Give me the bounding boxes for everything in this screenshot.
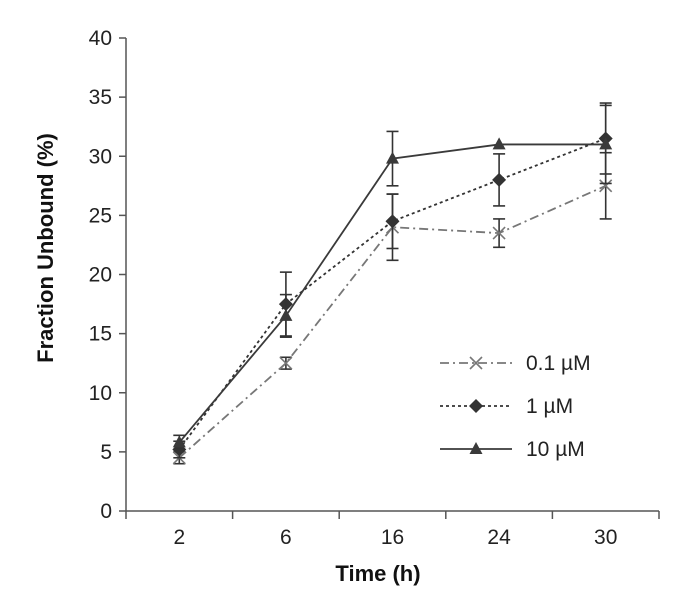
y-tick-label-5: 5	[100, 441, 112, 464]
x-tick-label-2: 2	[173, 526, 185, 549]
legend-marker-0	[469, 356, 483, 370]
legend-marker-0-b	[469, 356, 483, 370]
series-0-point-1-b	[279, 356, 293, 370]
axes: 0 5 10 15 20 25 30 35 40 2 6 16 24 30	[89, 27, 660, 549]
legend-item-0: 0.1 µM	[440, 352, 591, 375]
series-1-point-3	[492, 172, 507, 187]
series-2-point-1	[279, 308, 293, 321]
legend-marker-1	[469, 399, 483, 413]
y-axis-title: Fraction Unbound (%)	[33, 133, 58, 363]
y-tick-label-15: 15	[89, 323, 112, 346]
legend-label-0: 0.1 µM	[526, 352, 591, 375]
series-0-point-4	[599, 179, 613, 193]
series-2-point-0	[172, 435, 186, 448]
series-2-point-4	[599, 137, 613, 150]
series-0-line	[178, 184, 607, 459]
legend-label-2: 10 µM	[526, 438, 585, 461]
legend-label-1: 1 µM	[526, 395, 573, 418]
series-2-point-2	[386, 151, 399, 164]
series-0-point-4-b	[599, 179, 613, 193]
series-0-point-3-b	[492, 226, 506, 240]
series-1-line	[178, 137, 607, 451]
series-0-point-1	[279, 356, 293, 370]
y-tick-label-0: 0	[100, 500, 112, 523]
y-tick-label-30: 30	[89, 145, 112, 168]
y-tick-label-10: 10	[89, 382, 112, 405]
series-0-point-3	[492, 226, 506, 240]
legend-item-2: 10 µM	[440, 438, 585, 461]
legend: 0.1 µM 1 µM 10 µM	[440, 352, 591, 461]
series-group	[172, 102, 613, 465]
series-2	[172, 104, 613, 451]
x-tick-label-24: 24	[487, 526, 511, 549]
x-tick-label-16: 16	[381, 526, 404, 549]
x-axis-title: Time (h)	[335, 561, 420, 586]
legend-marker-2	[469, 442, 483, 454]
x-tick-label-6: 6	[280, 526, 292, 549]
y-tick-label-35: 35	[89, 86, 112, 109]
series-1-point-2	[385, 214, 400, 229]
legend-item-1: 1 µM	[440, 395, 573, 418]
y-tick-label-20: 20	[89, 264, 112, 287]
y-tick-label-25: 25	[89, 204, 112, 227]
x-tick-label-30: 30	[594, 526, 617, 549]
series-2-point-3	[492, 137, 506, 150]
y-tick-label-40: 40	[89, 27, 112, 50]
